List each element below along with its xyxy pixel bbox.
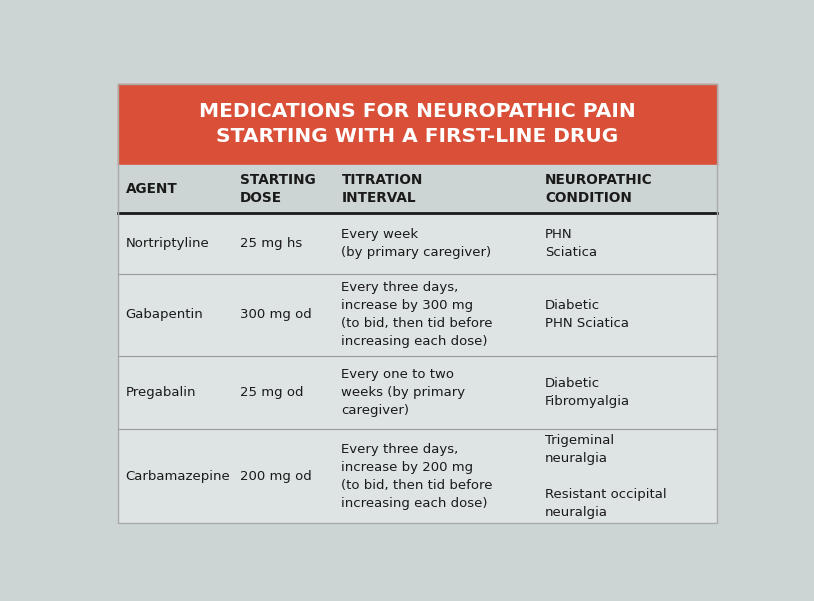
Bar [117,213,717,273]
Text: Every three days,
increase by 300 mg
(to bid, then tid before
increasing each do: Every three days, increase by 300 mg (to… [342,281,493,349]
Text: Diabetic
Fibromyalgia: Diabetic Fibromyalgia [545,377,630,408]
Text: Diabetic
PHN Sciatica: Diabetic PHN Sciatica [545,299,629,331]
Bar [117,273,717,356]
Text: Nortriptyline: Nortriptyline [125,237,209,250]
Bar [117,84,717,165]
Text: 200 mg od: 200 mg od [239,469,311,483]
Text: MEDICATIONS FOR NEUROPATHIC PAIN: MEDICATIONS FOR NEUROPATHIC PAIN [199,102,636,121]
Text: Every week
(by primary caregiver): Every week (by primary caregiver) [342,228,492,259]
Text: STARTING
DOSE: STARTING DOSE [239,172,315,205]
Text: 300 mg od: 300 mg od [239,308,311,322]
Text: Pregabalin: Pregabalin [125,386,196,399]
Text: TITRATION
INTERVAL: TITRATION INTERVAL [342,172,422,205]
Text: Every one to two
weeks (by primary
caregiver): Every one to two weeks (by primary careg… [342,368,466,417]
Text: AGENT: AGENT [125,182,177,196]
Text: 25 mg od: 25 mg od [239,386,303,399]
Text: Every three days,
increase by 200 mg
(to bid, then tid before
increasing each do: Every three days, increase by 200 mg (to… [342,442,493,510]
Bar [117,165,717,213]
Text: Carbamazepine: Carbamazepine [125,469,230,483]
Bar [117,429,717,523]
Bar [117,356,717,429]
Text: Trigeminal
neuralgia

Resistant occipital
neuralgia: Trigeminal neuralgia Resistant occipital… [545,433,667,519]
Text: NEUROPATHIC
CONDITION: NEUROPATHIC CONDITION [545,172,653,205]
Text: PHN
Sciatica: PHN Sciatica [545,228,597,259]
Text: 25 mg hs: 25 mg hs [239,237,302,250]
Text: STARTING WITH A FIRST-LINE DRUG: STARTING WITH A FIRST-LINE DRUG [216,127,619,146]
Text: Gabapentin: Gabapentin [125,308,204,322]
